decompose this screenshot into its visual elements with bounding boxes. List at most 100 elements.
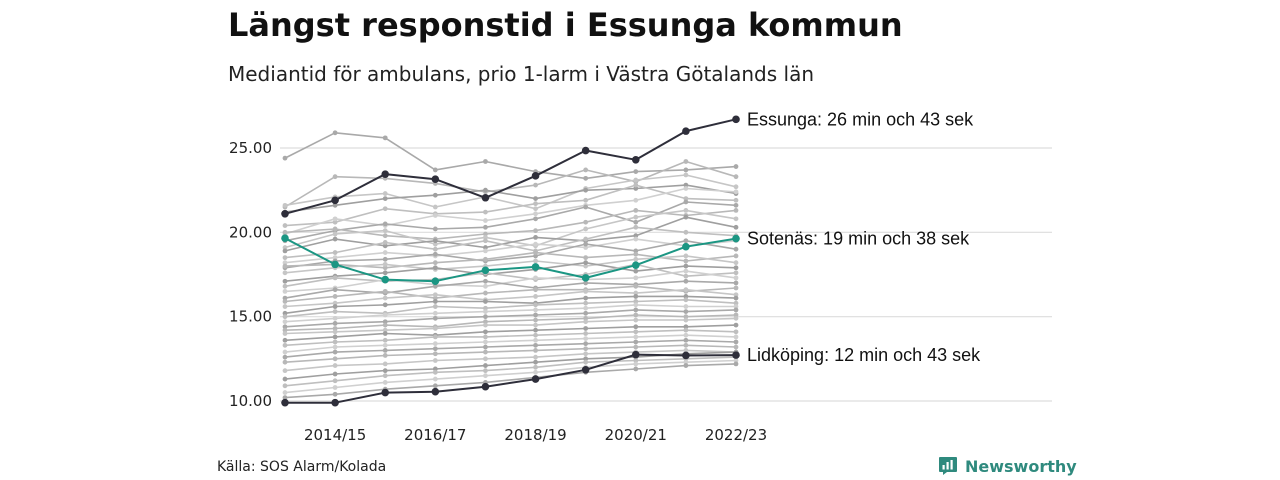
background-series-point [483,322,488,328]
chart-title: Längst responstid i Essunga kommun [228,6,903,44]
background-series-point [483,245,488,250]
background-series-point [483,159,488,164]
background-series-point [683,263,689,269]
background-series-line [284,295,737,315]
y-tick-label: 10.00 [229,392,272,410]
background-series-point [483,356,488,362]
background-series-point [633,299,639,304]
background-series-point [733,361,739,367]
background-series-line [284,132,737,180]
background-series-point [432,310,438,316]
background-series-point [683,287,689,293]
background-series-point [583,315,589,321]
background-series [282,283,739,304]
background-series-point [633,302,639,308]
background-series-point [483,314,488,320]
background-series-point [633,219,639,225]
background-series-point [583,241,589,247]
background-series-point [382,135,388,141]
background-series-line [284,280,737,299]
background-series-point [733,300,739,306]
background-series-point [282,278,288,284]
background-series-point [382,337,388,343]
background-series-point [282,354,288,360]
series-essunga-point [581,146,590,155]
series-label: Sotenäs: 19 min och 38 sek [747,229,970,249]
background-series-point [533,317,538,323]
series-sotens [281,234,740,286]
background-series-point [483,278,488,284]
background-series-point [633,324,639,330]
background-series-point [382,243,388,249]
background-series-point [282,319,288,325]
background-series-point [483,305,488,311]
background-series-point [432,192,438,198]
background-series-line [284,298,737,318]
background-series-point [282,324,288,330]
background-series-point [432,376,438,382]
background-series-point [282,263,288,269]
background-series-point [683,196,689,202]
background-series-point [332,130,338,136]
background-series-point [583,295,589,301]
background-series-point [332,329,338,335]
background-series-point [432,299,438,304]
series-essunga-point [481,193,490,202]
background-series-line [284,216,737,252]
background-series [282,327,739,348]
background-series-point [382,373,388,379]
background-series-point [633,283,639,289]
background-series-point [533,196,538,202]
background-series-point [683,167,689,173]
background-series-point [432,251,438,257]
background-series-point [583,219,589,225]
newsworthy-bar-chart-icon [939,457,957,475]
background-series-point [332,371,338,377]
background-series-point [633,358,639,363]
background-series-point [282,260,288,266]
background-series-point [533,258,538,264]
background-series-point [432,213,438,218]
background-series-point [733,329,739,335]
background-series-point [382,342,388,348]
series-sotens-point [281,234,289,243]
background-series-point [382,221,388,227]
background-series-point [332,216,338,222]
background-series-point [282,248,288,254]
background-series-point [583,326,589,331]
background-series [282,130,739,181]
background-series-point [583,187,589,193]
newsworthy-logo[interactable]: Newsworthy [938,456,1077,476]
background-series-line [284,160,737,208]
background-series-point [733,224,739,230]
background-series-point [533,287,538,293]
background-series-point [382,228,388,234]
background-series-line [284,238,737,264]
background-series-point [332,349,338,355]
background-series-point [432,226,438,232]
background-series-point [282,155,288,161]
series-lidkping-point [581,365,590,374]
background-series-point [583,204,589,210]
background-series-line [284,184,737,213]
background-series-line [284,270,737,293]
series-essunga-point [682,127,690,135]
background-series-point [583,167,589,173]
background-series-point [483,344,488,350]
background-series-point [683,159,689,164]
background-series-point [583,236,589,242]
background-series-point [483,299,488,304]
background-series-point [733,339,739,345]
background-series-point [483,224,488,230]
background-series [282,182,739,228]
background-series-point [583,260,589,266]
background-series [282,302,739,325]
background-series-point [733,202,739,208]
background-series-point [432,295,438,301]
background-series-point [483,309,488,315]
background-series-point [432,315,438,321]
background-series-point [483,334,488,340]
background-series-point [432,341,438,347]
background-series-point [533,294,538,299]
background-series-point [733,275,739,281]
